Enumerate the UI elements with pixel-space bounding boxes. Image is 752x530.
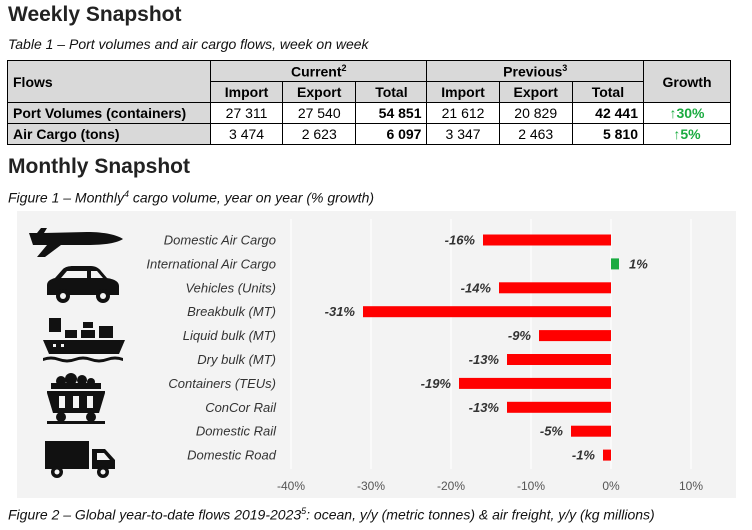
- current-header: Current2: [209, 60, 428, 82]
- cell: 27 311: [209, 102, 284, 124]
- bar: [571, 425, 611, 437]
- cell: 27 540: [282, 102, 357, 124]
- bar: [611, 258, 619, 270]
- x-tick-label: -40%: [277, 479, 305, 493]
- sub-header-total: Total: [571, 81, 645, 103]
- table-caption: Table 1 – Port volumes and air cargo flo…: [8, 36, 369, 52]
- category-label: Breakbulk (MT): [187, 304, 276, 319]
- cell: 2 463: [498, 123, 573, 145]
- data-label: 1%: [629, 256, 648, 271]
- bar: [363, 306, 611, 318]
- cell: 2 623: [282, 123, 357, 145]
- figure2-caption: Figure 2 – Global year-to-date flows 201…: [8, 506, 655, 523]
- table-row: Port Volumes (containers) 27 311 27 540 …: [7, 102, 731, 124]
- airplane-icon: [29, 228, 123, 257]
- cell: 3 474: [209, 123, 284, 145]
- bar: [499, 282, 611, 294]
- sub-header-export: Export: [498, 81, 573, 103]
- growth-cell: ↑5%: [643, 123, 731, 145]
- figure1-caption: Figure 1 – Monthly4 cargo volume, year o…: [8, 189, 375, 206]
- growth-header: Growth: [643, 60, 731, 103]
- cell: 6 097: [355, 123, 428, 145]
- flows-header: Flows: [7, 60, 211, 103]
- monthly-title: Monthly Snapshot: [8, 155, 190, 178]
- cell: 54 851: [355, 102, 428, 124]
- arrow-up-icon: ↑: [673, 126, 681, 142]
- bar: [507, 401, 611, 413]
- category-label: Liquid bulk (MT): [183, 328, 276, 343]
- bar-chart: -40% -30% -20% -10% 0% 10% Domestic Air Cargo -…: [29, 219, 703, 493]
- ship-icon: [43, 318, 125, 363]
- truck-icon: [45, 441, 115, 478]
- table-row: Air Cargo (tons) 3 474 2 623 6 097 3 347…: [7, 123, 731, 145]
- arrow-up-icon: ↑: [669, 105, 677, 121]
- data-label: -31%: [325, 304, 356, 319]
- category-label: Vehicles (Units): [185, 280, 276, 295]
- x-tick-label: 10%: [679, 479, 703, 493]
- data-label: -13%: [469, 400, 500, 415]
- previous-header: Previous3: [426, 60, 644, 82]
- cell: 21 612: [426, 102, 500, 124]
- coal-wagon-icon: [47, 373, 105, 424]
- cell: 3 347: [426, 123, 500, 145]
- x-tick-label: -20%: [437, 479, 465, 493]
- bar: [603, 449, 611, 461]
- bar: [459, 377, 611, 389]
- category-label: International Air Cargo: [146, 256, 276, 271]
- category-label: Domestic Road: [187, 448, 277, 463]
- row-label: Port Volumes (containers): [7, 102, 211, 124]
- car-icon: [47, 266, 119, 303]
- sub-header-import: Import: [209, 81, 284, 103]
- figure1-chart-panel: -40% -30% -20% -10% 0% 10% Domestic Air Cargo -…: [17, 211, 736, 498]
- sub-header-export: Export: [282, 81, 357, 103]
- category-label: Dry bulk (MT): [197, 352, 276, 367]
- cell: 20 829: [498, 102, 573, 124]
- weekly-title: Weekly Snapshot: [8, 3, 182, 26]
- data-label: -16%: [445, 233, 476, 248]
- weekly-table: Flows Current2 Previous3 Growth Import E…: [7, 60, 731, 145]
- data-label: -19%: [421, 376, 452, 391]
- x-tick-label: -30%: [357, 479, 385, 493]
- data-label: -5%: [540, 424, 564, 439]
- category-label: ConCor Rail: [205, 400, 277, 415]
- data-label: -1%: [572, 448, 596, 463]
- category-label: Containers (TEUs): [168, 376, 276, 391]
- row-label: Air Cargo (tons): [7, 123, 211, 145]
- growth-cell: ↑30%: [643, 102, 731, 124]
- data-label: -13%: [469, 352, 500, 367]
- category-label: Domestic Rail: [196, 424, 277, 439]
- bar: [539, 330, 611, 342]
- cell: 42 441: [571, 102, 645, 124]
- bar: [483, 234, 611, 246]
- sub-header-total: Total: [355, 81, 428, 103]
- bar: [507, 354, 611, 365]
- data-label: -9%: [508, 328, 532, 343]
- x-tick-label: -10%: [517, 479, 545, 493]
- data-label: -14%: [461, 280, 492, 295]
- sub-header-import: Import: [426, 81, 500, 103]
- cell: 5 810: [571, 123, 645, 145]
- x-tick-label: 0%: [602, 479, 620, 493]
- category-label: Domestic Air Cargo: [164, 233, 276, 248]
